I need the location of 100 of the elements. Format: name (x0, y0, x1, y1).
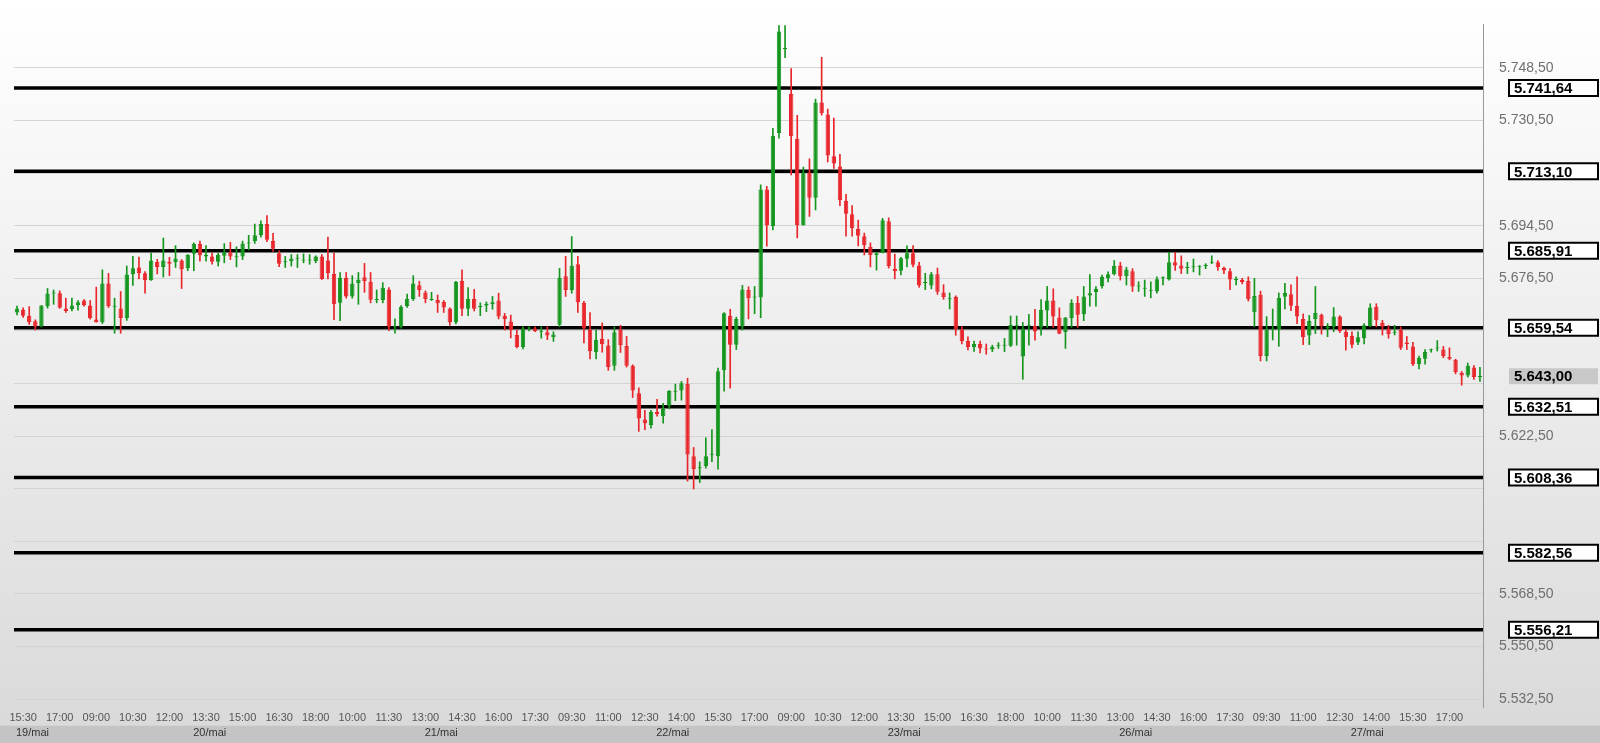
candlestick (368, 272, 373, 304)
x-tick-label: 15:30 (704, 711, 732, 724)
candlestick (1258, 290, 1263, 362)
candlestick (1477, 367, 1483, 382)
candlestick (100, 269, 105, 324)
y-tick-label: 5.676,50 (1499, 269, 1554, 286)
text: 27/mai (1350, 725, 1384, 738)
candlestick (856, 219, 861, 247)
x-tick-label: 17:30 (521, 711, 549, 724)
candlestick (63, 297, 69, 313)
x-tick-label: 17:00 (1435, 711, 1464, 724)
candlestick (557, 268, 562, 328)
candlestick (813, 98, 818, 211)
candlestick (1459, 371, 1464, 386)
y-tick-label: 5.622,50 (1499, 426, 1554, 443)
candlestick (935, 267, 940, 295)
candlestick (1386, 325, 1391, 339)
candlestick (563, 256, 568, 297)
candlestick (1319, 313, 1324, 335)
candlestick (161, 237, 166, 278)
x-tick-label: 13:00 (411, 711, 440, 724)
candlestick (289, 254, 294, 267)
candlestick (1233, 276, 1239, 286)
candlestick (819, 57, 824, 116)
ref-line-label: 5.632,51 (1514, 397, 1573, 415)
candlestick (502, 313, 507, 331)
x-tick-label: 15:00 (228, 711, 257, 724)
candlestick (685, 377, 690, 482)
candlestick (734, 316, 739, 350)
x-tick-label: 15:00 (923, 711, 952, 724)
x-tick-label: 09:00 (777, 711, 805, 724)
x-tick-label: 13:30 (192, 711, 220, 724)
candlestick (1075, 296, 1080, 328)
candlestick (746, 286, 751, 320)
candlestick (1008, 315, 1013, 347)
candlestick (94, 286, 99, 323)
x-tick-label: 17:00 (740, 711, 769, 724)
text: 26/mai (1119, 725, 1153, 738)
candlestick (423, 290, 428, 304)
candlestick (624, 336, 629, 368)
candlestick (45, 288, 50, 309)
candlestick (1282, 282, 1288, 310)
candlestick (118, 291, 123, 334)
candlestick (990, 344, 995, 352)
x-tick-label: 16:30 (265, 711, 293, 724)
x-tick-label: 14:00 (1362, 711, 1391, 724)
y-tick-label: 5.568,50 (1499, 584, 1554, 601)
ref-line-label: 5.741,64 (1514, 79, 1574, 97)
candlestick (362, 263, 367, 293)
candlestick (1441, 346, 1446, 359)
x-tick-label: 17:00 (45, 711, 74, 724)
candlestick (880, 218, 885, 254)
candlestick (1087, 274, 1093, 307)
x-tick-label: 13:00 (1106, 711, 1135, 724)
candlestick (179, 259, 184, 289)
x-tick-label: 09:00 (82, 711, 111, 724)
x-tick-label: 09:30 (1252, 711, 1281, 724)
candlestick (1264, 316, 1269, 362)
candlestick (1246, 276, 1251, 302)
text: 19/mai (15, 725, 50, 738)
x-tick-label: 14:00 (667, 711, 696, 724)
text: 23/mai (887, 725, 921, 738)
y-tick-label: 5.550,50 (1499, 637, 1554, 654)
y-tick-label: 5.532,50 (1499, 689, 1554, 706)
candlestick (758, 184, 763, 319)
candlestick (1093, 286, 1099, 307)
x-tick-label: 18:00 (996, 711, 1025, 724)
text: 22/mai (656, 725, 690, 738)
candlestick (862, 232, 867, 256)
candlestick (1069, 299, 1074, 328)
candlestick (1130, 268, 1135, 292)
candlestick (807, 158, 812, 217)
candlestick (1331, 307, 1336, 333)
candlestick (39, 305, 44, 328)
candlestick (679, 381, 684, 401)
candlestick (173, 245, 178, 268)
candlestick (801, 166, 806, 226)
x-tick-label: 14:30 (1143, 711, 1171, 724)
candlestick (33, 319, 38, 331)
candlestick (417, 280, 422, 297)
candlestick (929, 272, 934, 290)
candlestick (228, 242, 233, 260)
candlestick (868, 242, 873, 268)
candlestick (1118, 261, 1123, 281)
candlestick (545, 326, 550, 340)
candlestick (222, 243, 227, 264)
candlestick (1252, 277, 1257, 328)
y-tick-label: 5.694,50 (1499, 216, 1554, 233)
x-tick-label: 12:00 (155, 711, 184, 724)
candlestick (441, 300, 446, 313)
x-tick-label: 09:30 (557, 711, 586, 724)
x-tick-label: 16:00 (1179, 711, 1208, 724)
x-tick-label: 10:30 (813, 711, 842, 724)
candlestick (435, 294, 440, 313)
candlestick (240, 240, 245, 260)
x-tick-label: 16:00 (484, 711, 513, 724)
x-tick-label: 15:30 (1399, 711, 1427, 724)
x-tick-label: 11:30 (1070, 711, 1098, 724)
ref-line-label: 5.582,56 (1514, 543, 1573, 561)
candlestick (1453, 358, 1458, 375)
